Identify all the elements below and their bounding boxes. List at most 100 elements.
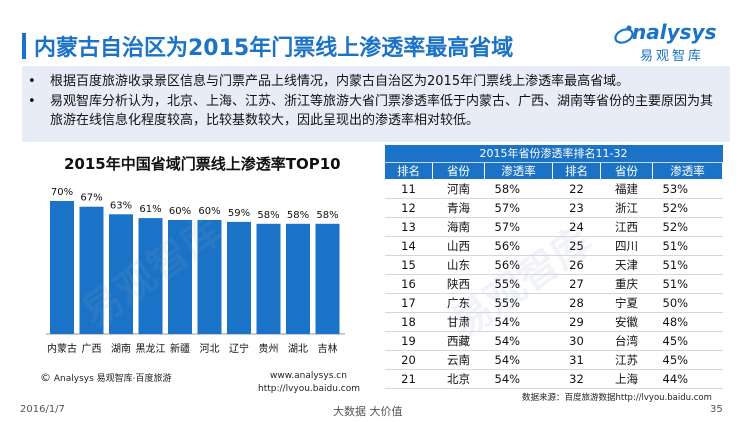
ranking-table: 2015年省份渗透率排名11-32 排名 省份 渗透率 排名 省份 渗透率 11 河南 58%…	[384, 145, 724, 389]
table-cell: 19	[384, 331, 433, 351]
table-cell: 31	[552, 350, 601, 370]
table-row: 19 西藏 54% 30 台湾 45%	[384, 331, 723, 351]
bar-value-label: 58%	[257, 210, 279, 221]
bar-9	[286, 223, 310, 334]
table-cell: 江苏	[600, 350, 653, 370]
table-cell: 54%	[484, 331, 553, 351]
bar-value-label: 58%	[316, 210, 338, 221]
table-cell: 52%	[652, 217, 723, 237]
table-cell: 51%	[652, 236, 723, 256]
table-row: 17 广东 55% 28 宁夏 50%	[384, 293, 723, 313]
table-header-row: 排名 省份 渗透率 排名 省份 渗透率	[384, 162, 724, 180]
chart-copyright: © Analysys 易观智库·百度旅游	[40, 371, 172, 384]
table-cell: 45%	[652, 331, 723, 351]
x-tick-label: 湖北	[288, 343, 308, 355]
table-cell: 14	[384, 236, 433, 256]
table-cell: 17	[384, 293, 433, 313]
table-cell: 甘肃	[432, 312, 485, 332]
bar-value-label: 59%	[228, 208, 250, 219]
table-header-cell: 渗透率	[484, 162, 553, 180]
table-row: 21 北京 54% 32 上海 44%	[384, 369, 723, 389]
table-cell: 52%	[652, 198, 723, 218]
bar-2	[79, 206, 104, 334]
table-cell: 53%	[652, 179, 723, 199]
bar-5	[168, 220, 192, 334]
table-cell: 11	[384, 179, 433, 199]
table-cell: 55%	[484, 274, 553, 294]
table-caption: 2015年省份渗透率排名11-32	[384, 145, 723, 163]
table-cell: 56%	[484, 236, 553, 256]
bar-value-label: 61%	[139, 204, 161, 215]
table-header-cell: 渗透率	[651, 162, 724, 180]
table-cell: 13	[384, 217, 433, 237]
table-cell: 28	[552, 293, 601, 313]
table-cell: 北京	[432, 369, 485, 389]
bar-value-label: 58%	[287, 210, 309, 221]
table-cell: 54%	[484, 350, 553, 370]
table-row: 16 陕西 55% 27 重庆 51%	[384, 274, 723, 294]
footer-date: 2016/1/7	[20, 404, 65, 415]
table-cell: 四川	[600, 236, 653, 256]
bar-7	[227, 221, 251, 334]
x-tick-label: 吉林	[318, 342, 338, 355]
table-cell: 西藏	[432, 331, 485, 351]
copyright-text: Analysys 易观智库·百度旅游	[53, 374, 172, 384]
table-cell: 25	[552, 236, 601, 256]
page-number: 35	[710, 404, 723, 415]
table-cell: 21	[384, 369, 433, 389]
table-cell: 江西	[600, 217, 653, 237]
table-row: 15 山东 56% 26 天津 51%	[384, 255, 723, 275]
footer-slogan: 大数据 大价值	[333, 405, 403, 418]
ranking-table-container: 2015年省份渗透率排名11-32 排名 省份 渗透率 排名 省份 渗透率 11 河南 58%…	[384, 145, 724, 389]
bar-1	[50, 201, 74, 334]
table-row: 11 河南 58% 22 福建 53%	[384, 179, 723, 199]
table-cell: 26	[552, 255, 601, 275]
table-cell: 海南	[432, 217, 485, 237]
note-bullet: •	[28, 74, 36, 89]
logo-wordmark: nalysys	[632, 20, 717, 44]
analysys-logo-mark-icon	[614, 25, 634, 44]
table-cell: 56%	[484, 255, 553, 275]
table-cell: 12	[384, 198, 433, 218]
table-row: 12 青海 57% 23 浙江 52%	[384, 198, 723, 218]
table-cell: 陕西	[432, 274, 485, 294]
table-row: 20 云南 54% 31 江苏 45%	[384, 350, 723, 370]
summary-notes: • 根据百度旅游收录景区信息与门票产品上线情况，内蒙古自治区为2015年门票线上…	[22, 66, 730, 142]
table-header-cell: 排名	[552, 162, 601, 180]
table-header-cell: 省份	[432, 162, 485, 180]
bar-value-label: 63%	[110, 200, 132, 211]
table-cell: 50%	[652, 293, 723, 313]
analysys-logo: nalysys 易观智库	[608, 20, 738, 64]
table-cell: 山东	[432, 255, 485, 275]
note-text: 根据百度旅游收录景区信息与门票产品上线情况，内蒙古自治区为2015年门票线上渗透…	[50, 74, 630, 89]
table-cell: 22	[552, 179, 601, 199]
bar-value-label: 60%	[169, 206, 191, 217]
x-tick-label: 贵州	[259, 342, 279, 355]
table-cell: 18	[384, 312, 433, 332]
x-tick-label: 黑龙江	[136, 342, 166, 355]
table-cell: 32	[552, 369, 601, 389]
table-body: 11 河南 58% 22 福建 53% 12 青海 57% 23 浙江 52% 13 海南 57% 24 江西 5…	[384, 179, 723, 389]
x-tick-label: 湖南	[111, 342, 131, 355]
table-cell: 23	[552, 198, 601, 218]
bar-6	[197, 220, 222, 334]
table-cell: 44%	[652, 369, 723, 389]
bar-value-label: 60%	[198, 206, 220, 217]
title-accent-bar	[22, 33, 26, 59]
bar-10	[315, 223, 340, 334]
table-cell: 广东	[432, 293, 485, 313]
table-cell: 30	[552, 331, 601, 351]
x-tick-label: 内蒙古	[47, 342, 77, 355]
page-title: 内蒙古自治区为2015年门票线上渗透率最高省域	[34, 36, 514, 61]
copyright-symbol: ©	[40, 371, 51, 384]
table-cell: 山西	[432, 236, 485, 256]
table-cell: 青海	[432, 198, 485, 218]
table-header-cell: 省份	[600, 162, 653, 180]
bar-chart: 70% 内蒙古 67% 广西 63% 湖南 61% 黑龙江 60% 新疆 60% 河北 59% 辽宁 58%…	[46, 187, 345, 355]
note-bullet: •	[28, 94, 36, 109]
chart-site-url: www.analysys.cn	[270, 371, 347, 381]
table-cell: 55%	[484, 293, 553, 313]
note-item: • 根据百度旅游收录景区信息与门票产品上线情况，内蒙古自治区为2015年门票线上…	[28, 72, 720, 91]
chart-source-url: http://lvyou.baidu.com	[258, 384, 361, 394]
table-cell: 58%	[484, 179, 553, 199]
